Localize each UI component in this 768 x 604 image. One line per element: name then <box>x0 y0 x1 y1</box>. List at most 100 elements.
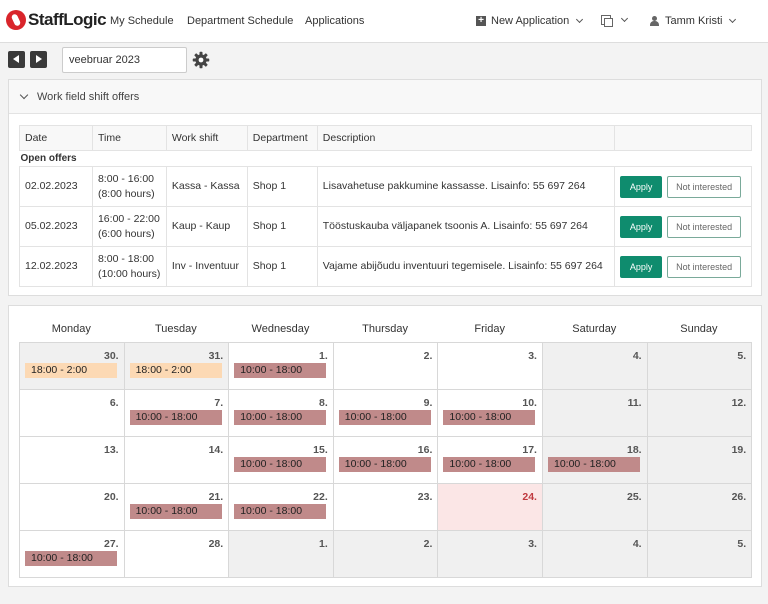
calendar-day-cell[interactable]: 6. <box>19 389 125 437</box>
brand-logo[interactable]: StaffLogic <box>6 10 107 30</box>
offer-time: 8:00 - 16:00 (8:00 hours) <box>91 166 167 207</box>
day-number: 12. <box>731 397 747 409</box>
calendar-day-cell[interactable]: 13. <box>19 436 125 484</box>
calendar-day-cell[interactable]: 28. <box>123 530 230 578</box>
shift-event[interactable]: 10:00 - 18:00 <box>338 410 431 425</box>
calendar-day-cell[interactable]: 25. <box>542 483 648 531</box>
calendar-day-cell[interactable]: 23. <box>332 483 439 531</box>
day-number: 6. <box>109 397 119 409</box>
calendar-day-cell[interactable]: 26. <box>646 483 753 531</box>
offer-time: 8:00 - 18:00 (10:00 hours) <box>91 246 167 287</box>
day-number: 20. <box>103 491 119 503</box>
column-header-work-shift: Work shift <box>165 125 248 151</box>
calendar-day-cell[interactable]: 9. 10:00 - 18:00 <box>332 389 439 437</box>
not-interested-button[interactable]: Not interested <box>667 215 742 238</box>
shift-event[interactable]: 10:00 - 18:00 <box>548 457 640 472</box>
apply-button[interactable]: Apply <box>620 215 663 238</box>
new-application-dropdown[interactable]: + New Application <box>476 15 584 27</box>
shift-event[interactable]: 10:00 - 18:00 <box>338 457 431 472</box>
chevron-down-icon <box>19 90 29 99</box>
day-number: 27. <box>103 538 119 550</box>
calendar-day-cell[interactable]: 5. <box>646 342 753 390</box>
offer-date: 05.02.2023 <box>19 206 93 247</box>
calendar-day-cell[interactable]: 14. <box>123 436 230 484</box>
calendar-day-cell[interactable]: 22. 10:00 - 18:00 <box>228 483 334 531</box>
shift-offers-table: Date Time Work shift Department Descript… <box>19 125 752 287</box>
shift-event[interactable]: 18:00 - 2:00 <box>25 363 117 378</box>
not-interested-button[interactable]: Not interested <box>667 175 742 198</box>
calendar-day-cell[interactable]: 18. 10:00 - 18:00 <box>542 436 648 484</box>
calendar-day-cell[interactable]: 4. <box>542 530 648 578</box>
calendar-day-cell[interactable]: 4. <box>542 342 648 390</box>
offer-date: 02.02.2023 <box>19 166 93 207</box>
previous-month-button[interactable] <box>8 51 25 68</box>
calendar-day-cell[interactable]: 1. 10:00 - 18:00 <box>228 342 334 390</box>
shift-event[interactable]: 10:00 - 18:00 <box>129 504 222 519</box>
calendar-day-cell[interactable]: 21. 10:00 - 18:00 <box>123 483 230 531</box>
calendar-day-cell[interactable]: 7. 10:00 - 18:00 <box>123 389 230 437</box>
month-calendar: Monday Tuesday Wednesday Thursday Friday Satu… <box>8 305 762 587</box>
chevron-down-icon <box>576 15 584 23</box>
shift-offers-header[interactable]: Work field shift offers <box>9 80 761 114</box>
month-picker-input[interactable] <box>62 47 187 73</box>
calendar-day-cell[interactable]: 8. 10:00 - 18:00 <box>228 389 334 437</box>
shift-event[interactable]: 10:00 - 18:00 <box>234 363 327 378</box>
not-interested-button[interactable]: Not interested <box>667 255 742 278</box>
calendar-day-cell[interactable]: 3. <box>437 342 543 390</box>
shift-event[interactable]: 18:00 - 2:00 <box>129 363 222 378</box>
calendar-day-cell[interactable]: 12. <box>646 389 753 437</box>
calendar-day-cell[interactable]: 17. 10:00 - 18:00 <box>437 436 543 484</box>
calendar-day-cell[interactable]: 2. <box>332 530 439 578</box>
column-header-description: Description <box>316 125 616 151</box>
shift-event[interactable]: 10:00 - 18:00 <box>234 410 327 425</box>
offer-work-shift: Kaup - Kaup <box>165 206 248 247</box>
day-number: 4. <box>632 538 642 550</box>
table-row: 05.02.2023 16:00 - 22:00 (6:00 hours) Kau… <box>19 206 752 247</box>
calendar-day-cell[interactable]: 1. <box>228 530 334 578</box>
calendar-day-cell[interactable]: 31. 18:00 - 2:00 <box>123 342 230 390</box>
shift-event[interactable]: 10:00 - 18:00 <box>443 410 536 425</box>
calendar-day-cell[interactable]: 30. 18:00 - 2:00 <box>19 342 125 390</box>
calendar-day-cell[interactable]: 15. 10:00 - 18:00 <box>228 436 334 484</box>
day-number: 1. <box>319 350 328 362</box>
apply-button[interactable]: Apply <box>620 255 663 278</box>
calendar-day-cell[interactable]: 16. 10:00 - 18:00 <box>332 436 439 484</box>
day-number: 18. <box>626 444 642 456</box>
switch-view-dropdown[interactable] <box>601 14 629 27</box>
column-header-department: Department <box>246 125 318 151</box>
calendar-day-cell[interactable]: 24. <box>437 483 543 531</box>
calendar-day-cell[interactable]: 11. <box>542 389 648 437</box>
calendar-day-cell[interactable]: 20. <box>19 483 125 531</box>
calendar-day-cell[interactable]: 10. 10:00 - 18:00 <box>437 389 543 437</box>
apply-button[interactable]: Apply <box>620 175 663 198</box>
gear-icon[interactable] <box>192 51 210 69</box>
day-number: 9. <box>423 397 433 409</box>
day-number: 15. <box>313 444 328 456</box>
shift-event[interactable]: 10:00 - 18:00 <box>129 410 222 425</box>
shift-event[interactable]: 10:00 - 18:00 <box>25 551 117 566</box>
offer-actions: Apply Not interested <box>614 166 752 207</box>
top-navbar: StaffLogic My Schedule Department Schedu… <box>0 0 768 43</box>
calendar-day-cell[interactable]: 19. <box>646 436 753 484</box>
shift-event[interactable]: 10:00 - 18:00 <box>234 457 327 472</box>
shift-event[interactable]: 10:00 - 18:00 <box>443 457 536 472</box>
offer-time-range: 8:00 - 18:00 <box>97 252 155 265</box>
day-number: 25. <box>626 491 642 503</box>
calendar-day-cell[interactable]: 3. <box>437 530 543 578</box>
column-header-actions <box>614 125 752 151</box>
new-application-label: New Application <box>491 15 570 27</box>
day-number: 2. <box>423 350 433 362</box>
shift-event[interactable]: 10:00 - 18:00 <box>234 504 327 519</box>
calendar-day-cell[interactable]: 27. 10:00 - 18:00 <box>19 530 125 578</box>
nav-applications[interactable]: Applications <box>305 15 365 27</box>
calendar-day-cell[interactable]: 2. <box>332 342 439 390</box>
user-menu[interactable]: Tamm Kristi <box>650 15 737 27</box>
day-number: 23. <box>417 491 433 503</box>
next-month-button[interactable] <box>30 51 47 68</box>
nav-department-schedule[interactable]: Department Schedule <box>187 15 294 27</box>
calendar-day-cell[interactable]: 5. <box>646 530 753 578</box>
day-number: 10. <box>522 397 537 409</box>
day-number: 16. <box>417 444 433 456</box>
offer-hours: (10:00 hours) <box>97 267 161 280</box>
nav-my-schedule[interactable]: My Schedule <box>110 15 174 27</box>
